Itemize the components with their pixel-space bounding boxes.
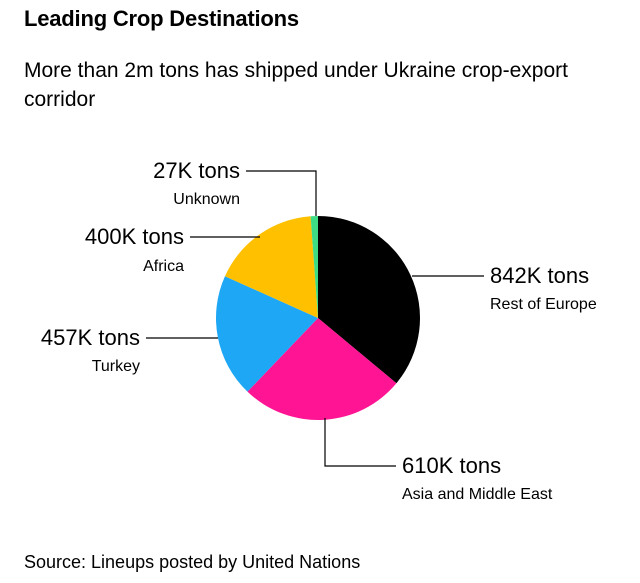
data-label-name-africa: Africa: [143, 258, 184, 275]
data-label-value-turkey: 457K tons: [41, 325, 140, 350]
pie-slice-asia-and-middle-east: [247, 318, 397, 420]
chart-title: Leading Crop Destinations: [24, 6, 299, 31]
data-label-value-unknown: 27K tons: [153, 158, 240, 183]
pie-slice-africa: [224, 216, 318, 318]
pie-slice-unknown: [310, 216, 318, 318]
pie-slice-turkey: [216, 276, 318, 392]
pie-slice-rest-of-europe: [318, 216, 420, 384]
chart-source: Source: Lineups posted by United Nations: [24, 552, 361, 572]
leader-line-asia-and-middle-east: [324, 418, 396, 467]
pie-slices: [216, 216, 420, 420]
data-label-value-africa: 400K tons: [85, 224, 184, 249]
data-label-name-turkey: Turkey: [92, 358, 140, 375]
leader-line-unknown: [246, 170, 317, 216]
data-label-value-asia-and-middle-east: 610K tons: [402, 453, 501, 478]
pie-labels: 842K tons Rest of Europe 610K tons Asia and…: [41, 158, 597, 503]
data-label-name-unknown: Unknown: [173, 191, 240, 208]
chart-subtitle: More than 2m tons has shipped under Ukra…: [24, 59, 568, 111]
data-label-name-asia-and-middle-east: Asia and Middle East: [402, 486, 553, 503]
data-label-name-rest-of-europe: Rest of Europe: [490, 296, 597, 313]
data-label-value-rest-of-europe: 842K tons: [490, 263, 589, 288]
